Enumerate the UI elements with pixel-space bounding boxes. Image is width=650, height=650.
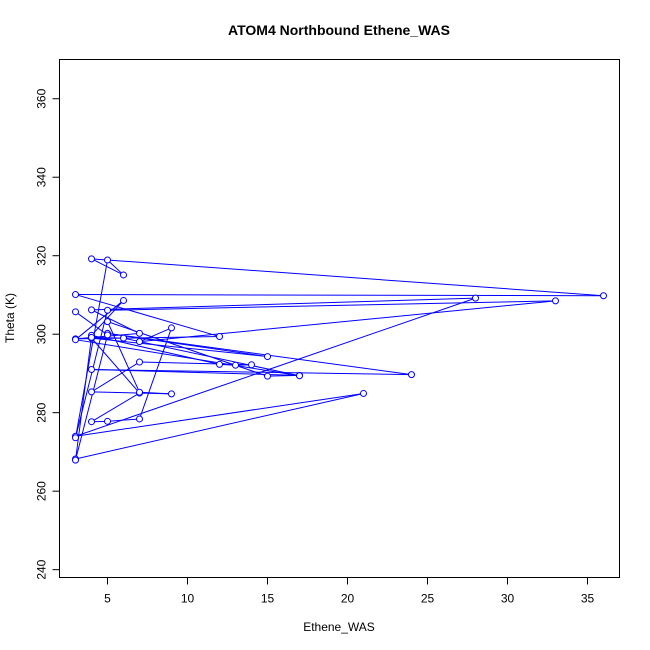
series-line-segment (267, 374, 300, 377)
data-point (104, 306, 111, 314)
x-tick-label: 15 (261, 592, 275, 606)
series-line-segment (139, 327, 172, 343)
data-point (104, 318, 111, 326)
data-point (72, 291, 79, 299)
data-point (120, 296, 127, 304)
data-point (168, 390, 175, 398)
series-line-segment (107, 259, 124, 276)
series-line-segment (91, 300, 124, 336)
x-tick-label: 10 (181, 592, 195, 606)
data-point (216, 333, 223, 341)
series-line-segment (91, 337, 140, 394)
y-tick-label: 340 (35, 167, 49, 187)
data-point (72, 456, 79, 464)
series-line-segment (91, 361, 140, 393)
y-axis-label: Theta (K) (3, 293, 17, 343)
data-point (472, 294, 479, 302)
series-points (72, 255, 607, 464)
data-point (120, 271, 127, 279)
series-line-segment (91, 369, 412, 376)
data-point (104, 256, 111, 264)
chart-title: ATOM4 Northbound Ethene_WAS (228, 22, 450, 38)
y-axis: 240 260 280 300 320 340 360 (35, 88, 60, 580)
series-line-segment (139, 300, 556, 343)
data-point (552, 297, 559, 305)
data-point (264, 353, 271, 361)
data-point (136, 329, 143, 337)
x-tick-label: 20 (341, 592, 355, 606)
series-line-segment (75, 311, 108, 336)
series-line-segment (107, 321, 268, 377)
y-tick-label: 240 (35, 559, 49, 579)
data-point (104, 417, 111, 425)
data-point (248, 361, 255, 369)
series-line-segment (91, 258, 604, 297)
data-point (88, 366, 95, 374)
data-point (104, 331, 111, 339)
series-line-segment (107, 418, 140, 422)
data-point (136, 338, 143, 346)
data-point (408, 371, 415, 379)
y-tick-label: 360 (35, 88, 49, 108)
series-line-segment (75, 300, 124, 341)
series-line-segment (75, 334, 108, 461)
data-point (72, 308, 79, 316)
x-tick-label: 5 (104, 592, 111, 606)
series-line-segment (75, 392, 364, 437)
data-point (88, 333, 95, 341)
y-tick-label: 300 (35, 324, 49, 344)
data-point (232, 361, 239, 369)
data-point (600, 292, 607, 300)
series-line-segment (139, 327, 172, 420)
x-tick-label: 25 (421, 592, 435, 606)
x-tick-label: 35 (581, 592, 595, 606)
series-line-segment (123, 337, 300, 377)
data-point (136, 358, 143, 366)
series-line-segment (91, 392, 140, 423)
series-line-segment (75, 392, 364, 460)
data-point (88, 388, 95, 396)
series-line-segment (75, 297, 476, 437)
series-line-segment (91, 391, 172, 395)
x-axis: 5 10 15 20 25 30 35 (104, 577, 595, 606)
data-point (216, 360, 223, 368)
data-point (88, 306, 95, 314)
data-point (88, 418, 95, 426)
series-line-segment (75, 339, 300, 377)
y-tick-label: 260 (35, 481, 49, 501)
x-tick-label: 30 (501, 592, 515, 606)
data-point (88, 255, 95, 263)
data-point (136, 388, 143, 396)
y-tick-label: 320 (35, 245, 49, 265)
series-line-segment (107, 300, 556, 311)
series-line-segment (75, 294, 220, 338)
series-line-segment (91, 297, 476, 311)
series-line-segment (107, 332, 412, 376)
y-tick-label: 280 (35, 402, 49, 422)
data-point (72, 434, 79, 442)
data-point (136, 415, 143, 423)
data-point (72, 336, 79, 344)
series-line-segment (75, 294, 604, 297)
series-line-segment (107, 321, 140, 393)
data-point (264, 372, 271, 380)
x-axis-label: Ethene_WAS (303, 620, 375, 634)
series-line-segment (91, 258, 124, 276)
data-point (120, 334, 127, 342)
series-line-segment (75, 259, 108, 438)
data-point (168, 324, 175, 332)
data-point (296, 372, 303, 380)
series-line-segment (91, 337, 268, 358)
data-point (360, 389, 367, 397)
